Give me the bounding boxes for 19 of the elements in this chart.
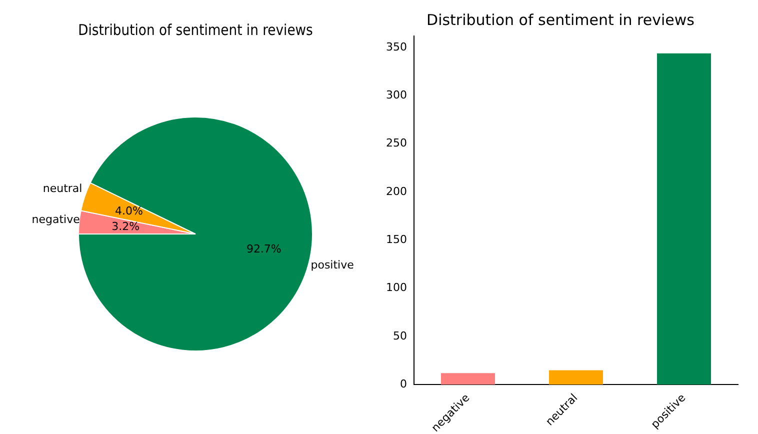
data-label: 4.0% (115, 204, 143, 218)
y-tick-label: 350 (386, 40, 407, 54)
y-tick-label: 250 (386, 136, 407, 150)
data-label: 92.7% (246, 242, 282, 256)
slice-label: negative (32, 212, 80, 226)
y-tick-label: 200 (386, 184, 407, 198)
y-tick-label: 150 (386, 233, 407, 246)
y-tick-label: 0 (400, 378, 407, 391)
bar (440, 373, 495, 385)
slice-label: positive (310, 258, 354, 272)
y-tick-label: 100 (386, 281, 407, 294)
bar (657, 53, 711, 385)
chart-title: Distribution of sentiment in reviews (426, 10, 695, 29)
data-label: 3.2% (112, 220, 140, 233)
y-tick-label: 300 (386, 88, 407, 102)
bar (548, 370, 603, 385)
slice-label: neutral (42, 182, 82, 195)
y-tick-label: 50 (392, 329, 407, 342)
chart-title: Distribution of sentiment in reviews (78, 22, 313, 40)
